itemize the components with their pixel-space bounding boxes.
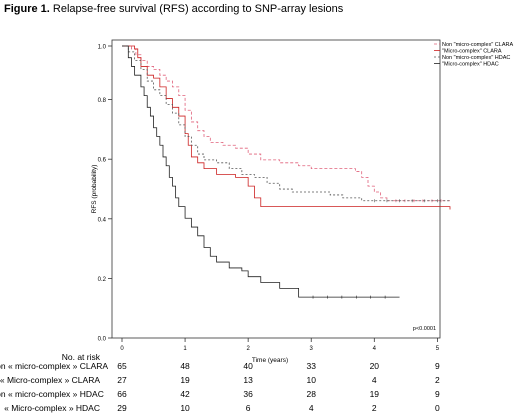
risk-count: 19 [180,375,190,385]
risk-count: 48 [180,361,190,371]
x-tick-label: 1 [183,346,187,352]
risk-count: 27 [117,375,127,385]
legend-entry-4: "Micro-complex" HDAC [442,62,499,68]
figure-label: Figure 1. [4,3,50,15]
figure-title: Figure 1. Relapse-free survival (RFS) ac… [4,3,343,15]
risk-row-label: Non « micro-complex » CLARA [0,361,109,371]
y-axis-label: RFS (probability) [91,165,98,214]
p-value-annotation: p<0.0001 [413,326,436,332]
risk-count: 29 [117,403,127,413]
risk-count: 33 [306,361,316,371]
risk-count: 0 [435,403,440,413]
risk-row-label: Non « micro-complex » HDAC [0,389,104,399]
risk-count: 10 [306,375,316,385]
risk-count: 2 [435,375,440,385]
risk-count: 6 [245,403,251,413]
series-line-1 [122,45,450,202]
series-line-2 [122,45,451,210]
risk-count: 2 [371,403,377,413]
y-tick-label: 0.0 [98,337,107,343]
risk-count: 66 [117,389,127,399]
risk-count: 4 [371,375,377,385]
x-tick-label: 2 [246,346,250,352]
risk-count: 19 [369,389,380,399]
risk-count: 42 [180,389,190,399]
plot-frame [111,39,441,339]
risk-count: 28 [306,389,316,399]
risk-count: 20 [369,361,380,371]
risk-count: 10 [180,403,190,413]
y-tick-label: 0.8 [98,98,107,104]
risk-count: 36 [243,389,253,399]
x-tick-label: 3 [310,346,314,352]
x-axis-label: Time (years) [252,357,288,364]
y-tick-label: 0.4 [98,217,107,223]
x-tick-label: 0 [120,346,124,352]
risk-count: 13 [243,375,253,385]
risk-count: 40 [243,361,253,371]
risk-row-label: « Micro-complex » CLARA [0,375,100,385]
x-tick-label: 4 [373,346,377,352]
y-tick-label: 1.0 [98,45,107,51]
y-tick-label: 0.2 [98,277,107,283]
y-tick-label: 0.6 [98,158,107,164]
legend-entry-3: Non "micro-complex" HDAC [442,55,510,61]
risk-table-title: No. at risk [61,352,100,362]
figure-caption: Relapse-free survival (RFS) according to… [52,3,344,15]
series-line-3 [122,45,450,202]
series-line-4 [122,45,400,298]
x-tick-label: 5 [436,346,440,352]
risk-count: 9 [435,361,440,371]
risk-count: 9 [435,389,440,399]
legend-entry-2: "Micro-complex" CLARA [442,49,502,55]
risk-row-label: « Micro-complex » HDAC [4,403,100,413]
risk-count: 4 [308,403,314,413]
legend-entry-1: Non "micro-complex" CLARA [442,42,513,48]
risk-count: 65 [117,361,127,371]
